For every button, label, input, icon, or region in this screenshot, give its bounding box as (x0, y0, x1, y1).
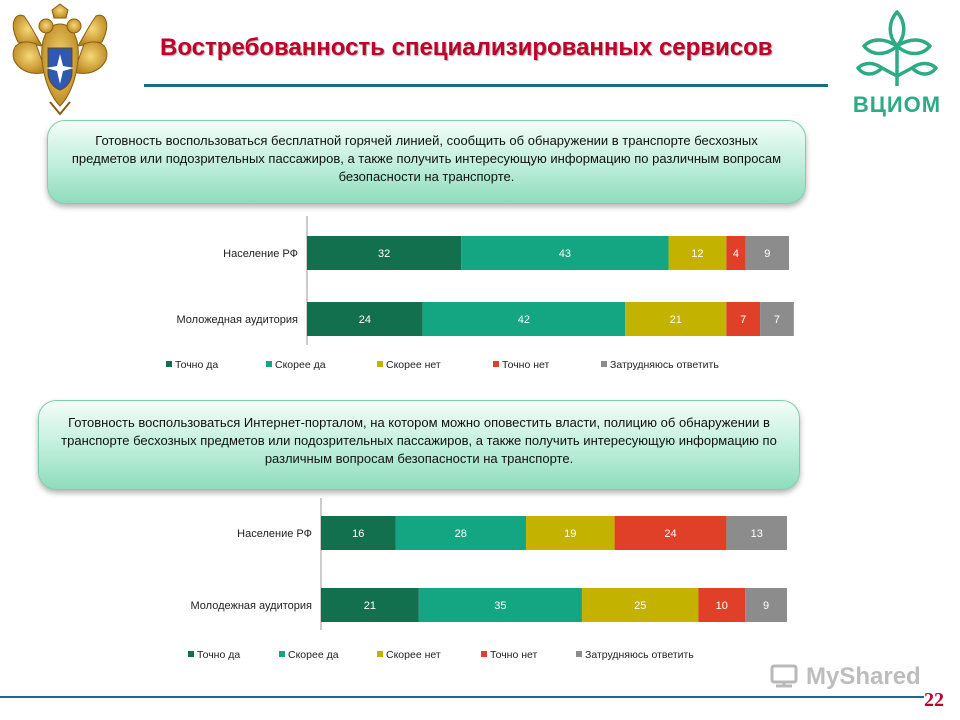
vciom-logo: ВЦИОМ (853, 10, 941, 117)
chart1-legend-swatch (601, 361, 607, 367)
chart1-legend-swatch (266, 361, 272, 367)
chart1-bar-segment (726, 236, 746, 270)
chart2-data-label: 19 (564, 528, 576, 540)
coat-of-arms-emblem (12, 3, 108, 116)
chart2-bar-segment (526, 516, 615, 550)
chart1-legend-label: Затрудняюсь ответить (610, 359, 719, 371)
chart1-data-label: 32 (378, 248, 390, 260)
page-title: Востребованность специализированных серв… (160, 34, 773, 61)
chart2-bar-segment (614, 516, 727, 550)
page-number: 22 (924, 689, 944, 711)
chart1-bar-segment (668, 236, 727, 270)
chart2-data-label: 16 (352, 528, 364, 540)
chart1-bar-segment (461, 236, 669, 270)
myshared-watermark: MyShared (770, 663, 921, 690)
title-underline (144, 84, 828, 87)
chart2-bar-segment (698, 588, 746, 622)
callout-hotline: Готовность воспользоваться бесплатной го… (47, 120, 806, 204)
chart1-legend-label: Точно нет (502, 359, 550, 371)
chart2-legend-swatch (279, 651, 285, 657)
chart2-legend-label: Скорее нет (386, 649, 441, 661)
chart2-data-label: 28 (455, 528, 467, 540)
chart1-category-label: Моложедная аудитория (177, 314, 299, 326)
callout-portal: Готовность воспользоваться Интернет-порт… (38, 400, 800, 490)
chart1-data-label: 12 (691, 248, 703, 260)
callout-hotline-text: Готовность воспользоваться бесплатной го… (71, 133, 782, 184)
chart2-legend-swatch (377, 651, 383, 657)
chart2-bar-segment (745, 588, 787, 622)
chart2-category-label: Молодежная аудитория (191, 600, 313, 612)
chart2-data-label: 13 (751, 528, 763, 540)
chart2-bar-segment (726, 516, 787, 550)
chart2-data-label: 9 (763, 600, 769, 612)
chart2-category-label: Население РФ (237, 528, 312, 540)
chart1-category-label: Население РФ (223, 248, 298, 260)
chart2-legend-label: Точно нет (490, 649, 538, 661)
chart2-bar-segment (581, 588, 699, 622)
chart2-bar-segment (321, 588, 419, 622)
chart2-data-label: 35 (494, 600, 506, 612)
chart2-legend-swatch (576, 651, 582, 657)
chart1-bar-segment (760, 302, 794, 336)
chart2-legend-label: Скорее да (288, 649, 339, 661)
chart1-data-label: 42 (518, 314, 530, 326)
chart1-bar-segment (726, 302, 761, 336)
chart2-legend-swatch (481, 651, 487, 657)
watermark-text: MyShared (806, 663, 921, 690)
chart1-bar-segment (307, 302, 423, 336)
chart1-data-label: 43 (559, 248, 571, 260)
footer-rule (0, 696, 924, 698)
chart2-legend-label: Точно да (197, 649, 240, 661)
chart1-data-label: 21 (670, 314, 682, 326)
chart2-data-label: 24 (664, 528, 676, 540)
chart1-bar-segment (625, 302, 727, 336)
chart1-legend-label: Точно да (175, 359, 218, 371)
callout-portal-text: Готовность воспользоваться Интернет-порт… (61, 415, 777, 466)
chart1-legend-swatch (166, 361, 172, 367)
chart1-legend-label: Скорее да (275, 359, 326, 371)
chart1-bar-segment (745, 236, 789, 270)
chart1-data-label: 4 (733, 248, 739, 260)
chart1-data-label: 7 (774, 314, 780, 326)
chart1-bar-segment (422, 302, 626, 336)
chart1-data-label: 9 (764, 248, 770, 260)
vciom-wordmark: ВЦИОМ (853, 92, 941, 117)
chart1-data-label: 7 (740, 314, 746, 326)
chart1-legend-swatch (493, 361, 499, 367)
chart2-bar-segment (395, 516, 527, 550)
chart2-bar-segment (321, 516, 396, 550)
chart2-data-label: 10 (716, 600, 728, 612)
chart2-data-label: 25 (634, 600, 646, 612)
chart2-legend-label: Затрудняюсь ответить (585, 649, 694, 661)
chart2-legend-swatch (188, 651, 194, 657)
chart2-data-label: 21 (364, 600, 376, 612)
chart1-bar-segment (307, 236, 462, 270)
chart1-data-label: 24 (359, 314, 371, 326)
chart1-legend-label: Скорее нет (386, 359, 441, 371)
chart2-bar-segment (418, 588, 582, 622)
chart1-legend-swatch (377, 361, 383, 367)
